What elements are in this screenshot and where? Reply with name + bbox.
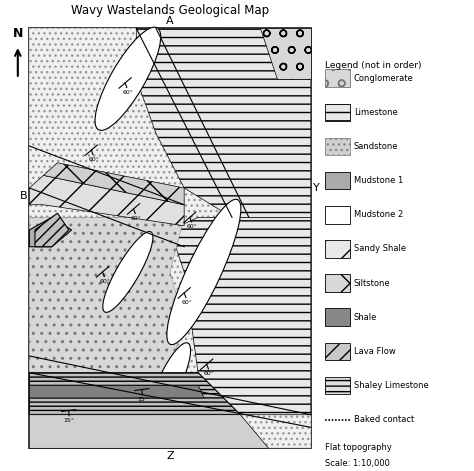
Text: 60°: 60° xyxy=(122,89,133,95)
Text: Lava Flow: Lava Flow xyxy=(354,347,395,356)
Text: Wavy Wastelands Geological Map: Wavy Wastelands Geological Map xyxy=(71,4,269,17)
Text: Z: Z xyxy=(166,451,174,461)
Polygon shape xyxy=(29,28,311,448)
Bar xyxy=(325,172,350,189)
Text: 60°: 60° xyxy=(89,157,100,162)
Text: Baked contact: Baked contact xyxy=(354,415,414,424)
Text: 15°: 15° xyxy=(137,397,148,402)
Text: Conglomerate: Conglomerate xyxy=(354,74,413,83)
Bar xyxy=(325,206,350,224)
Text: B: B xyxy=(19,191,27,202)
Text: 15°: 15° xyxy=(64,418,74,423)
Ellipse shape xyxy=(95,27,161,130)
Bar xyxy=(325,69,350,87)
Bar xyxy=(325,240,350,258)
Text: 60°: 60° xyxy=(100,278,110,284)
Polygon shape xyxy=(29,217,72,247)
Text: Legend (not in order): Legend (not in order) xyxy=(325,61,421,70)
Text: Shale: Shale xyxy=(354,313,377,322)
Text: Sandstone: Sandstone xyxy=(354,142,398,151)
Ellipse shape xyxy=(103,232,153,312)
Text: Mudstone 1: Mudstone 1 xyxy=(354,176,403,185)
Text: Scale: 1:10,000: Scale: 1:10,000 xyxy=(325,459,390,468)
Text: Y: Y xyxy=(313,183,320,193)
Bar xyxy=(325,274,350,292)
Text: 60°: 60° xyxy=(182,300,192,305)
Bar xyxy=(325,377,350,394)
Bar xyxy=(325,342,350,360)
Ellipse shape xyxy=(167,199,241,345)
Bar xyxy=(325,104,350,121)
Text: Limestone: Limestone xyxy=(354,108,398,117)
Polygon shape xyxy=(260,28,311,79)
Text: Siltstone: Siltstone xyxy=(354,279,391,288)
Bar xyxy=(325,309,350,326)
Polygon shape xyxy=(29,373,240,415)
Bar xyxy=(29,28,311,448)
Polygon shape xyxy=(44,163,184,205)
Bar xyxy=(325,138,350,155)
Polygon shape xyxy=(29,175,184,226)
Polygon shape xyxy=(29,415,269,448)
Text: Mudstone 2: Mudstone 2 xyxy=(354,211,403,219)
Text: A: A xyxy=(166,16,174,26)
Polygon shape xyxy=(35,213,69,247)
Polygon shape xyxy=(29,217,184,415)
Text: N: N xyxy=(13,27,23,40)
Text: 60°: 60° xyxy=(131,216,142,220)
Text: 60°: 60° xyxy=(204,371,215,376)
Polygon shape xyxy=(29,385,204,398)
Polygon shape xyxy=(137,28,311,217)
Ellipse shape xyxy=(150,343,191,420)
Text: Sandy Shale: Sandy Shale xyxy=(354,244,406,253)
Text: Flat topography: Flat topography xyxy=(325,443,392,452)
Text: Shaley Limestone: Shaley Limestone xyxy=(354,381,428,390)
Text: 60°: 60° xyxy=(187,224,198,229)
Polygon shape xyxy=(170,217,311,415)
